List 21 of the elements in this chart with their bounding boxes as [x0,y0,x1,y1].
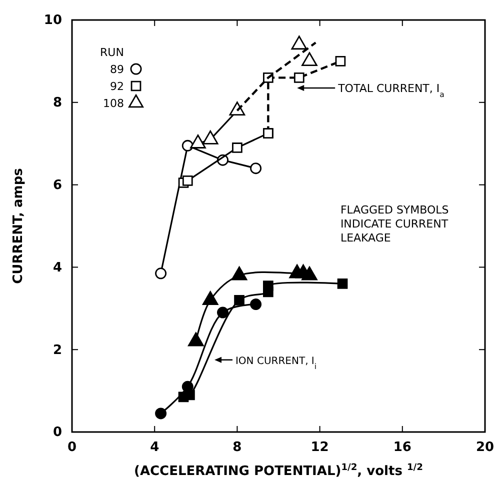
x-axis-title: (ACCELERATING POTENTIAL)$^{1/2}$, volts $^{1/2}$ [134,463,423,479]
annotation: FLAGGED SYMBOLS INDICATE CURRENT LEAKAGE [340,204,449,245]
x-tick-label: 20 [476,440,494,456]
y-tick-label: 0 [52,425,62,440]
y-axis-title: CURRENT, amps [11,168,26,284]
legend-label: 108 [103,97,124,110]
x-tick-label: 0 [67,440,77,456]
y-tick-label: 10 [44,13,62,28]
y-tick-label: 8 [52,96,62,111]
legend-title: RUN [100,46,124,59]
legend-label: 92 [110,80,124,93]
y-tick-label: 2 [52,342,62,358]
y-tick-label: 6 [52,178,62,193]
x-tick-label: 12 [310,440,329,456]
y-tick-label: 4 [52,260,62,276]
annotation: ION CURRENT, I$_{i}$ [235,356,317,370]
x-tick-label: 8 [232,440,242,456]
annotation: TOTAL CURRENT, I$_{a}$ [337,82,445,98]
x-tick-label: 16 [393,440,412,456]
legend-label: 89 [110,63,124,76]
x-tick-label: 4 [150,440,160,456]
